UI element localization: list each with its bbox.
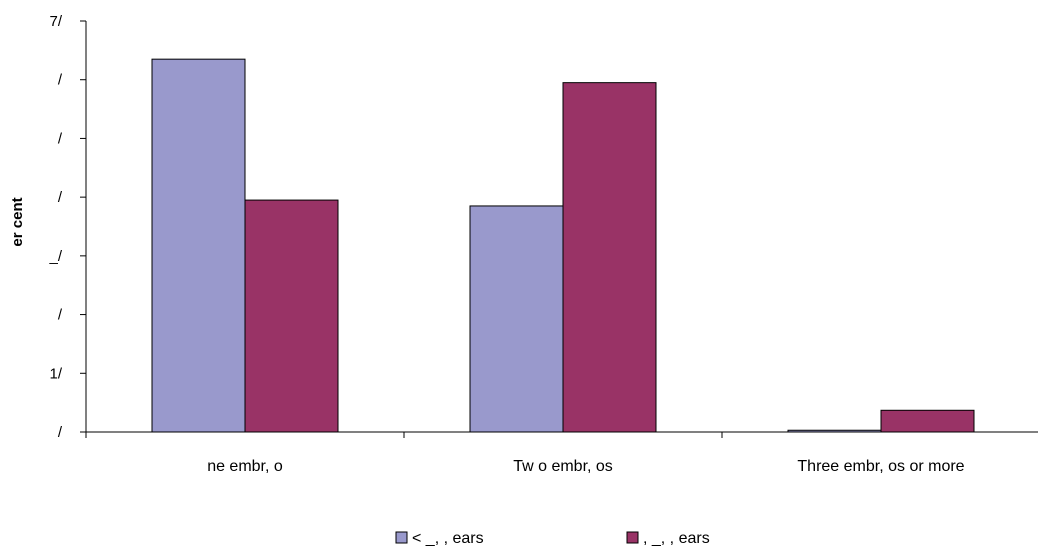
bar bbox=[470, 206, 563, 432]
x-category-label: Three embr, os or more bbox=[797, 458, 964, 475]
bars bbox=[152, 59, 974, 432]
legend-swatch bbox=[627, 532, 638, 543]
bar bbox=[881, 410, 974, 432]
y-tick-label: 1/ bbox=[49, 365, 62, 382]
y-tick-label: / bbox=[58, 189, 63, 206]
y-tick-label: _/ bbox=[48, 248, 62, 265]
y-axis-title: er cent bbox=[9, 197, 26, 246]
x-category-label: Tw o embr, os bbox=[513, 458, 613, 475]
bar bbox=[563, 83, 656, 432]
x-axis-category-labels: ne embr, o Tw o embr, os Three embr, os or… bbox=[207, 458, 964, 475]
bar bbox=[152, 59, 245, 432]
bar bbox=[245, 200, 338, 432]
y-axis-ticks: / 1/ / _/ / / / 7/ bbox=[48, 13, 86, 441]
y-tick-label: / bbox=[58, 72, 63, 89]
x-category-label: ne embr, o bbox=[207, 458, 283, 475]
y-tick-label: / bbox=[58, 424, 63, 441]
legend: < _, , ears , _, , ears bbox=[396, 530, 710, 547]
y-tick-label: / bbox=[58, 130, 63, 147]
legend-label: , _, , ears bbox=[643, 530, 710, 547]
y-tick-label: / bbox=[58, 307, 63, 324]
legend-swatch bbox=[396, 532, 407, 543]
y-tick-label: 7/ bbox=[49, 13, 62, 30]
legend-label: < _, , ears bbox=[412, 530, 484, 547]
